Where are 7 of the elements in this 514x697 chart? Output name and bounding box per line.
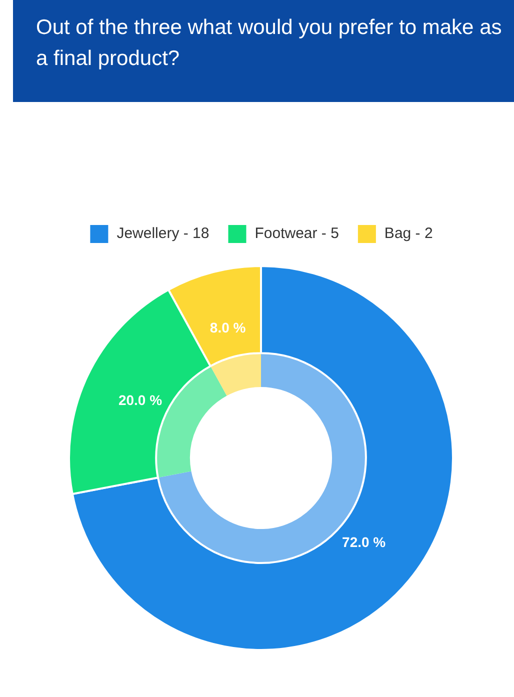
- data-label: 8.0 %: [210, 320, 246, 336]
- legend-label: Footwear - 5: [254, 225, 339, 242]
- chart-title: Out of the three what would you prefer to make as a final product?: [13, 0, 514, 102]
- legend-label: Jewellery - 18: [116, 225, 210, 242]
- data-label: 72.0 %: [342, 534, 386, 550]
- data-label: 20.0 %: [118, 392, 163, 408]
- legend-label: Bag - 2: [384, 225, 433, 242]
